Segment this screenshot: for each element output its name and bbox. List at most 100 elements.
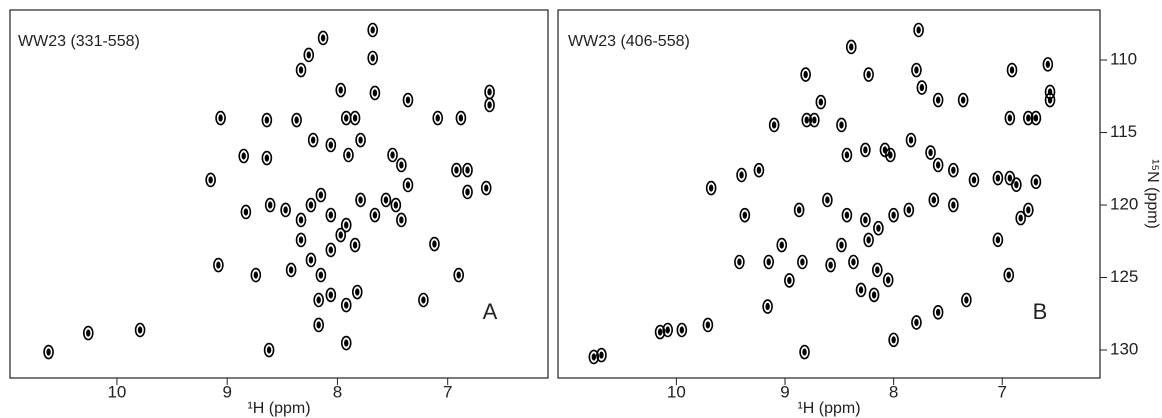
peak: [1023, 110, 1034, 126]
contour: [914, 66, 919, 74]
contour: [891, 336, 896, 344]
contour: [369, 207, 381, 223]
contour: [1023, 202, 1034, 218]
contour: [935, 161, 941, 169]
peak: [1044, 92, 1056, 108]
peak: [913, 22, 924, 38]
contour: [863, 232, 874, 248]
contour: [935, 96, 941, 104]
panel: 10 9 8 7 WW23 (331-558) A ¹H (ppm): [9, 9, 549, 417]
contour: [763, 254, 775, 270]
contour: [657, 328, 663, 336]
peak: [250, 267, 262, 283]
contour: [866, 70, 871, 79]
contour: [863, 146, 868, 154]
contour: [948, 162, 959, 178]
contour: [841, 147, 853, 163]
peak: [455, 110, 467, 126]
contour: [928, 148, 933, 157]
contour: [1018, 214, 1023, 222]
contour: [885, 147, 896, 163]
peak: [390, 197, 402, 213]
peak: [263, 342, 275, 358]
contour: [250, 267, 262, 283]
peak: [402, 177, 414, 193]
contour: [855, 282, 867, 298]
peak: [295, 212, 307, 228]
contour: [1011, 177, 1022, 193]
contour: [405, 96, 411, 104]
contour: [905, 132, 917, 148]
peak: [317, 30, 329, 46]
contour: [487, 88, 492, 96]
peak: [367, 50, 379, 66]
peak: [1042, 57, 1054, 72]
contour: [771, 121, 777, 129]
contour: [1047, 96, 1053, 104]
contour: [1009, 66, 1015, 74]
contour: [916, 80, 928, 95]
contour: [367, 50, 379, 66]
contour: [349, 237, 361, 253]
contour: [351, 284, 363, 300]
contour: [992, 170, 1004, 186]
contour: [1045, 60, 1051, 68]
contour: [315, 187, 327, 203]
peak: [800, 67, 811, 82]
peak: [387, 147, 398, 163]
contour: [285, 262, 297, 278]
contour: [891, 211, 896, 219]
contour: [261, 112, 273, 128]
contour: [243, 208, 249, 216]
contour: [344, 221, 349, 229]
peak: [484, 84, 495, 100]
contour: [480, 180, 492, 196]
y-tick-label: 125: [1110, 267, 1138, 286]
contour: [405, 181, 411, 189]
contour: [346, 151, 351, 159]
peak: [325, 242, 337, 258]
peak: [860, 142, 871, 158]
contour: [863, 67, 874, 82]
peak: [784, 273, 795, 288]
contour: [708, 184, 714, 192]
contour: [1033, 178, 1039, 186]
contour: [456, 271, 461, 279]
x-axis-label: ¹H (ppm): [247, 400, 310, 417]
peak: [825, 257, 836, 273]
contour: [310, 136, 316, 144]
contour: [340, 335, 352, 351]
peak: [369, 207, 381, 223]
peak: [325, 207, 337, 223]
contour: [841, 207, 853, 223]
contour: [925, 145, 936, 160]
peak: [763, 254, 775, 270]
contour: [871, 291, 877, 299]
contour: [844, 151, 850, 159]
peak: [1030, 110, 1042, 126]
peak: [739, 207, 751, 223]
peak: [1030, 174, 1042, 190]
peak: [1023, 202, 1034, 218]
contour: [218, 114, 223, 122]
contour: [344, 114, 349, 122]
contour: [665, 326, 670, 334]
peak: [295, 62, 307, 78]
y-tick-label: 110: [1110, 50, 1137, 69]
peak: [429, 236, 440, 252]
contour: [679, 326, 685, 334]
contour: [396, 212, 407, 228]
peak: [596, 347, 607, 363]
contour: [888, 332, 899, 348]
contour: [352, 241, 358, 249]
contour: [919, 83, 925, 92]
contour: [882, 272, 894, 288]
contour: [313, 292, 324, 308]
contour: [1030, 110, 1042, 126]
peak: [369, 85, 381, 101]
peak: [932, 305, 944, 320]
contour: [809, 112, 820, 128]
peak: [662, 322, 674, 338]
contour: [367, 22, 379, 38]
contour: [435, 114, 440, 122]
